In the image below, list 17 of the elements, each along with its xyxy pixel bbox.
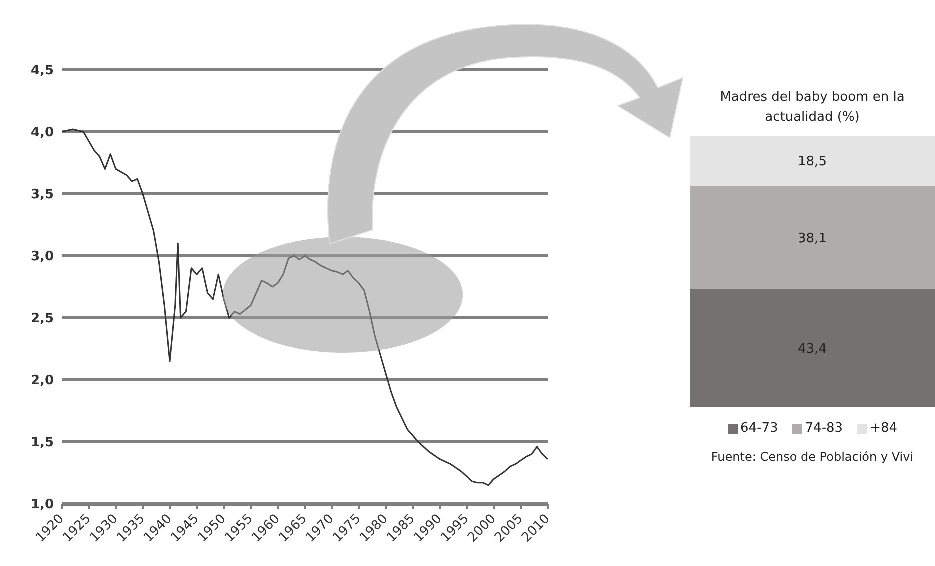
y-tick-label: 1,5 bbox=[30, 436, 54, 451]
y-tick-label: 2,5 bbox=[30, 312, 54, 327]
y-tick-label: 3,0 bbox=[30, 250, 54, 265]
y-tick-label: 2,0 bbox=[30, 374, 54, 389]
line-series bbox=[62, 128, 548, 486]
chart-title: Madres del baby boom en la actualidad (%) bbox=[719, 89, 906, 127]
legend-label: 74-83 bbox=[804, 421, 844, 436]
legend-label: 64-73 bbox=[740, 421, 778, 436]
y-tick-label: 4,5 bbox=[30, 64, 54, 79]
source-note: Fuente: Censo de Población y Vivi bbox=[710, 450, 915, 464]
y-tick-label: 1,0 bbox=[30, 498, 54, 513]
y-tick-label: 4,0 bbox=[30, 126, 54, 141]
y-tick-label: 3,5 bbox=[30, 188, 54, 203]
data-label: 38,1 bbox=[798, 231, 827, 246]
data-label: 18,5 bbox=[798, 154, 827, 170]
data-label: 43,4 bbox=[798, 342, 827, 357]
legend-label: +84 bbox=[869, 421, 898, 436]
